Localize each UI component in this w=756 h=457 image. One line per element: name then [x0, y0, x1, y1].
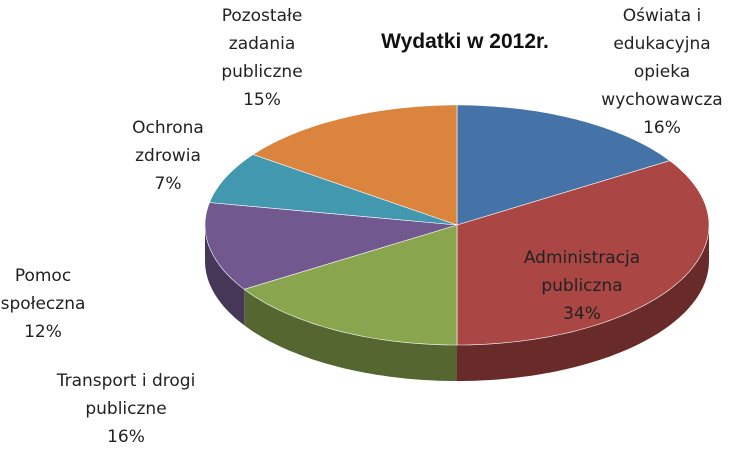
- value-label: 16%: [643, 118, 681, 138]
- slice-label: Transport i drogi publiczne 16%: [38, 367, 214, 451]
- category-label: Transport i drogi publiczne: [56, 371, 196, 419]
- slice-label: Pozostałe zadania publiczne 15%: [205, 2, 319, 114]
- category-label: Pomoc społeczna: [0, 266, 86, 314]
- pie-slice: [209, 154, 458, 226]
- pie-slice: [252, 104, 458, 226]
- slice-side: [205, 225, 245, 326]
- category-label: Pozostałe zadania publiczne: [221, 6, 303, 82]
- pie-slice: [456, 104, 671, 226]
- slice-label: Pomoc społeczna 12%: [0, 262, 86, 346]
- slice-side: [244, 289, 457, 381]
- value-label: 34%: [563, 304, 601, 324]
- chart-title: Wydatki w 2012r.: [381, 30, 549, 53]
- slice-label: Ochrona zdrowia 7%: [116, 114, 220, 198]
- pie-slice: [204, 202, 458, 290]
- category-label: Ochrona zdrowia: [132, 118, 204, 166]
- slice-side: [457, 225, 709, 381]
- category-label: Administracja publiczna: [523, 248, 641, 296]
- value-label: 15%: [243, 90, 281, 110]
- value-label: 7%: [154, 174, 182, 194]
- value-label: 12%: [24, 322, 62, 342]
- pie-slice: [456, 160, 710, 346]
- pie-slice: [243, 224, 458, 346]
- value-label: 16%: [107, 427, 145, 447]
- slice-label: Oświata i edukacyjna opieka wychowawcza 1…: [592, 2, 732, 142]
- category-label: Oświata i edukacyjna opieka wychowawcza: [601, 6, 723, 110]
- slice-label: Administracja publiczna 34%: [502, 244, 662, 328]
